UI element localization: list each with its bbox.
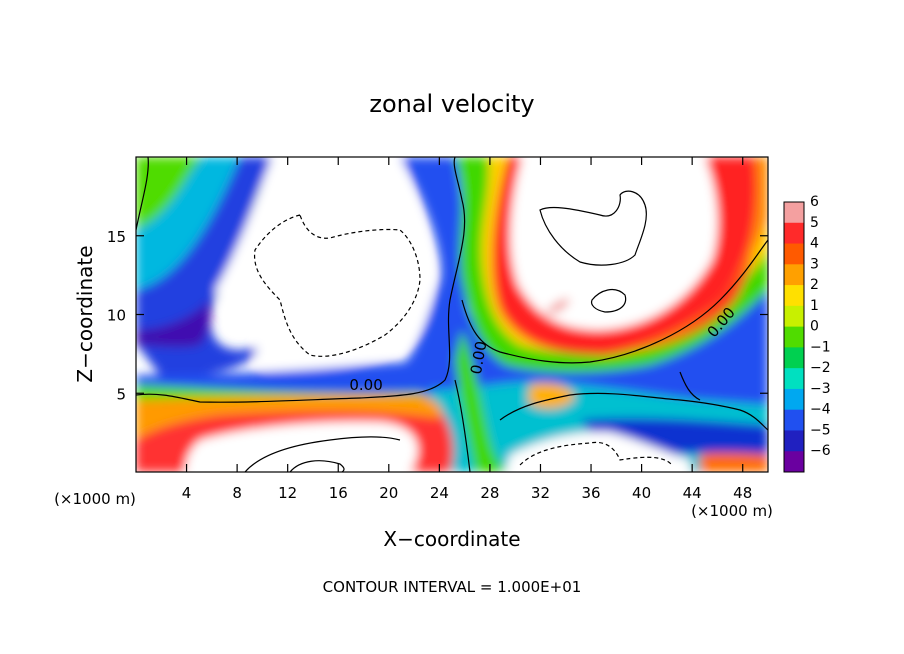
- colorbar-tick-label: 6: [810, 194, 819, 210]
- contour-label: 0.00: [467, 340, 491, 376]
- x-axis-ticks: 4 8 12 16 20 24 28 32 36 40 44 48: [182, 157, 752, 502]
- field-white-lower-right: [505, 431, 690, 472]
- x-tick-label: 28: [480, 484, 499, 502]
- colorbar-swatch: [784, 222, 804, 245]
- y-tick-label: 5: [116, 385, 126, 403]
- contour-positive-upper-right: [539, 190, 647, 266]
- y-axis-label: Z−coordinate: [73, 245, 97, 382]
- x-tick-label: 40: [632, 484, 651, 502]
- field-white-upper-right: [510, 157, 718, 330]
- field-red-right-arc: [492, 157, 760, 356]
- contour-label: 0.00: [349, 376, 382, 394]
- contour-zero-vertical: [454, 379, 471, 472]
- colorbar-swatch: [784, 388, 804, 411]
- contour-positive-bottom-left-small: [289, 460, 345, 472]
- colorbar-tick-label: 3: [810, 256, 819, 272]
- colorbar-tick-label: −3: [810, 381, 831, 397]
- colorbar-swatch: [784, 368, 804, 390]
- colorbar-swatch: [784, 409, 804, 431]
- field-orange-bottom-right: [700, 451, 768, 472]
- x-tick-label: 4: [182, 484, 192, 502]
- x-tick-label: 44: [683, 484, 702, 502]
- contour-negative-upper-left: [253, 214, 421, 357]
- field-white-lower-left: [185, 421, 418, 472]
- contour-zero-mid: [461, 239, 768, 364]
- contour-lines: [136, 157, 768, 472]
- colorbar-tick-label: −4: [810, 402, 831, 418]
- colorbar-tick-label: 0: [810, 319, 819, 335]
- colorbar-frame: [783, 201, 805, 473]
- x-tick-label: 24: [430, 484, 449, 502]
- colorbar-swatch: [784, 430, 804, 452]
- colorbar-tick-label: −2: [810, 360, 831, 376]
- y-tick-label: 15: [107, 228, 126, 246]
- field-yellow-right: [481, 157, 768, 353]
- y-tick-label: 10: [107, 307, 126, 325]
- field-blue-plume-left: [136, 157, 272, 376]
- contour-zero-left: [136, 157, 466, 403]
- colorbar-swatch: [784, 347, 804, 369]
- colorbar-tick-label: 1: [810, 298, 819, 314]
- x-tick-label: 48: [733, 484, 752, 502]
- colorbar-swatch: [784, 264, 804, 286]
- colorbar-tick-label: 4: [810, 236, 819, 252]
- x-tick-label: 20: [379, 484, 398, 502]
- colorbar-tick-label: −6: [810, 443, 831, 459]
- field-white-upper-left: [215, 157, 432, 370]
- colorbar-swatch: [784, 326, 804, 348]
- contour-positive-lower-left: [244, 436, 401, 472]
- x-unit-label-right: (×1000 m): [691, 502, 773, 520]
- x-tick-label: 36: [581, 484, 600, 502]
- plot-area: 0.000.000.00 4 8 12 16 20 24 28 32 36 40 44 48 5101…: [107, 156, 769, 502]
- colorbar-tick-label: −1: [810, 339, 831, 355]
- field-purple-left: [136, 300, 212, 348]
- x-tick-label: 16: [329, 484, 348, 502]
- x-tick-label: 12: [278, 484, 297, 502]
- colorbar-swatch: [784, 285, 804, 307]
- x-tick-label: 8: [232, 484, 242, 502]
- colorbar-swatch: [784, 243, 804, 265]
- x-axis-label: X−coordinate: [383, 527, 520, 551]
- contour-interval-note: CONTOUR INTERVAL = 1.000E+01: [323, 578, 582, 596]
- colorbar: 6 5 4 3 2 1 0 −1 −2 −3 −4 −5 −6: [783, 194, 831, 473]
- field-green-right-vertical: [455, 157, 768, 373]
- colorbar-swatch: [784, 451, 804, 473]
- colorbar-swatch: [784, 202, 804, 224]
- field-green-mid-column: [455, 330, 510, 472]
- y-axis-ticks: 5 10 15: [107, 228, 768, 403]
- x-unit-label-left: (×1000 m): [54, 490, 136, 508]
- field-pink-patch: [545, 298, 570, 314]
- x-tick-label: 32: [531, 484, 550, 502]
- contour-zero-right-small: [679, 371, 701, 401]
- colorbar-tick-label: −5: [810, 422, 831, 438]
- contour-negative-lower-right: [519, 441, 673, 466]
- field-orange-lower-left: [136, 395, 442, 440]
- colorbar-tick-label: 2: [810, 277, 819, 293]
- colorbar-swatch: [784, 305, 804, 328]
- contour-zero-left-upper: [136, 157, 149, 231]
- chart-title: zonal velocity: [369, 90, 534, 118]
- contour-zero-bottom: [499, 392, 768, 431]
- colorbar-tick-label: 5: [810, 215, 819, 231]
- contour-positive-small-loop: [590, 288, 627, 313]
